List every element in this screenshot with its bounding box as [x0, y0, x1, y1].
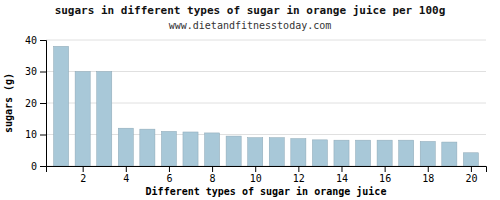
tick: 10 — [250, 166, 262, 184]
tick-mark — [40, 40, 46, 41]
tick-mark — [341, 166, 342, 172]
tick: 40 — [25, 35, 46, 46]
bar — [54, 46, 69, 166]
bar — [97, 72, 112, 167]
tick-mark — [212, 166, 213, 172]
tick: 14 — [336, 166, 348, 184]
bar — [463, 153, 478, 166]
bar — [442, 142, 457, 166]
bar — [334, 140, 349, 166]
axis-line — [47, 167, 487, 173]
tick-label: 20 — [25, 98, 37, 109]
chart-svg: sugars in different types of sugar in or… — [0, 0, 500, 200]
tick-label: 18 — [422, 173, 434, 184]
bar — [269, 138, 284, 166]
tick: 0 — [31, 161, 46, 172]
tick-label: 4 — [123, 173, 129, 184]
tick: 16 — [379, 166, 391, 184]
tick-label: 10 — [25, 129, 37, 140]
title: sugars in different types of sugar in or… — [55, 4, 446, 17]
tick-mark — [298, 166, 299, 172]
tick-mark — [471, 166, 472, 172]
tick: 20 — [465, 166, 477, 184]
x-axis: 2 4 6 8 10 12 14 16 18 20 — [47, 166, 487, 184]
bar — [377, 140, 392, 166]
tick-mark — [255, 166, 256, 172]
tick-mark — [40, 135, 46, 136]
bar — [205, 133, 220, 166]
tick: 12 — [293, 166, 305, 184]
bar — [118, 128, 133, 166]
bar — [420, 141, 435, 166]
tick: 6 — [166, 166, 172, 184]
tick-mark — [169, 166, 170, 172]
bar — [226, 136, 241, 166]
bar — [291, 139, 306, 166]
subtitle: www.dietandfitnesstoday.com — [169, 20, 332, 31]
tick-label: 40 — [25, 35, 37, 46]
tick: 18 — [422, 166, 434, 184]
tick-mark — [40, 72, 46, 73]
tick-mark — [126, 166, 127, 172]
tick: 2 — [80, 166, 86, 184]
tick-mark — [40, 166, 46, 167]
bar — [312, 140, 327, 166]
tick-mark — [428, 166, 429, 172]
tick: 20 — [25, 98, 46, 109]
axis-line — [40, 41, 47, 167]
tick-label: 14 — [336, 173, 348, 184]
tick: 10 — [25, 129, 46, 140]
grid-line — [46, 40, 486, 41]
x-axis-label: Different types of sugar in orange juice — [146, 186, 387, 197]
tick-mark — [83, 166, 84, 172]
tick: 4 — [123, 166, 129, 184]
y-axis: 0 10 20 30 40 — [25, 35, 47, 172]
tick-mark — [40, 103, 46, 104]
tick-label: 10 — [250, 173, 262, 184]
bar — [140, 129, 155, 166]
tick-label: 6 — [166, 173, 172, 184]
bar — [75, 72, 90, 167]
tick-label: 8 — [210, 173, 216, 184]
tick-label: 0 — [31, 161, 37, 172]
tick-label: 16 — [379, 173, 391, 184]
bar — [399, 140, 414, 166]
bar — [161, 131, 176, 166]
tick: 8 — [210, 166, 216, 184]
bar — [183, 132, 198, 166]
plot: 2 4 6 8 10 12 14 16 18 20 0 10 20 30 40 — [25, 35, 487, 184]
bar — [356, 140, 371, 166]
tick-label: 12 — [293, 173, 305, 184]
bars — [54, 46, 479, 166]
tick-label: 20 — [465, 173, 477, 184]
tick-mark — [385, 166, 386, 172]
y-axis-label: sugars (g) — [3, 73, 14, 133]
grid — [46, 40, 486, 166]
tick: 30 — [25, 66, 46, 77]
chart-container: sugars in different types of sugar in or… — [0, 0, 500, 200]
tick-label: 30 — [25, 66, 37, 77]
bar — [248, 138, 263, 166]
tick-label: 2 — [80, 173, 86, 184]
